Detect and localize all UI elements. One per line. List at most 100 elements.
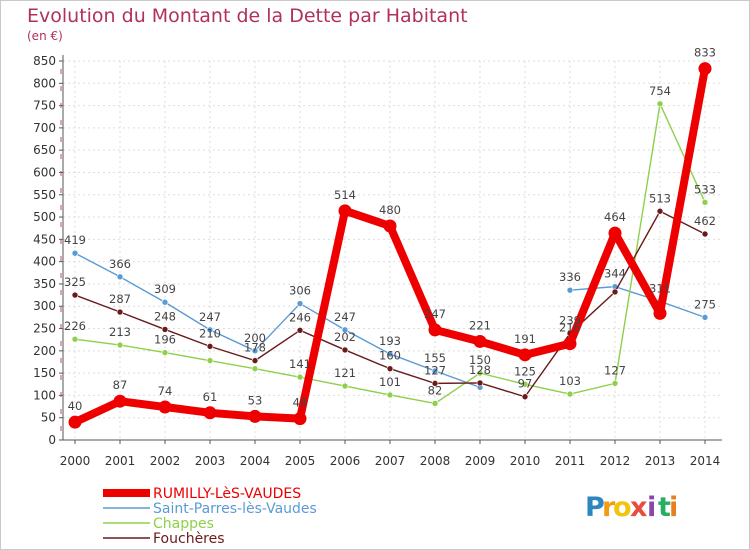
series-chappes: [71, 100, 709, 407]
y-tick-label: 0: [48, 433, 56, 447]
data-label: 514: [334, 188, 356, 202]
y-tick-label: 800: [33, 76, 56, 90]
logo-letter: x: [630, 492, 647, 523]
data-label: 325: [64, 275, 86, 289]
data-point: [521, 393, 529, 401]
data-label: 239: [559, 313, 581, 327]
x-tick-label: 2006: [330, 454, 361, 468]
data-label: 336: [559, 270, 581, 284]
y-tick-label: 300: [33, 299, 56, 313]
y-tick-label: 350: [33, 277, 56, 291]
legend-item: Chappes: [103, 516, 214, 532]
data-point: [341, 346, 349, 354]
data-point: [698, 62, 712, 76]
x-tick-label: 2014: [690, 454, 721, 468]
data-point: [161, 298, 169, 306]
data-point: [296, 300, 304, 307]
data-point: [611, 380, 619, 387]
legend-item: Saint-Parres-lès-Vaudes: [103, 501, 317, 517]
data-point: [68, 415, 82, 429]
data-label: 127: [604, 363, 626, 377]
data-point: [431, 400, 439, 407]
data-label: 480: [379, 203, 401, 217]
data-label: 366: [109, 257, 131, 271]
data-point: [341, 382, 349, 390]
data-point: [251, 365, 259, 372]
data-label: 226: [64, 319, 86, 333]
y-tick-label: 450: [33, 232, 56, 246]
data-label: 311: [649, 281, 671, 295]
data-label: 87: [113, 378, 128, 392]
data-label: 202: [334, 330, 356, 344]
legend-item: RUMILLY-LèS-VAUDES: [103, 486, 301, 502]
data-label: 833: [694, 46, 716, 60]
y-tick-label: 650: [33, 143, 56, 157]
data-label: 150: [469, 353, 491, 367]
data-label: 155: [424, 351, 446, 365]
data-point: [386, 391, 394, 399]
data-point: [473, 334, 487, 348]
data-point: [296, 373, 304, 381]
legend-label: Fouchères: [153, 531, 225, 547]
data-point: [161, 349, 169, 356]
data-point: [521, 380, 529, 388]
data-point: [383, 219, 397, 233]
data-point: [476, 379, 484, 387]
data-point: [611, 288, 619, 296]
data-label: 246: [289, 310, 311, 324]
y-tick-label: 500: [33, 210, 56, 224]
data-point: [386, 365, 394, 372]
logo-letter: t: [658, 492, 671, 523]
data-label: 191: [514, 332, 536, 346]
data-label: 103: [559, 374, 581, 388]
data-label: 248: [154, 309, 176, 323]
y-tick-label: 750: [33, 99, 56, 113]
data-point: [701, 199, 709, 206]
x-tick-label: 2001: [105, 454, 136, 468]
data-label: 160: [379, 349, 401, 363]
x-tick-label: 2012: [600, 454, 631, 468]
data-point: [251, 347, 259, 355]
data-label: 193: [379, 334, 401, 348]
y-tick-label: 700: [33, 121, 56, 135]
data-point: [206, 326, 214, 334]
logo-letter: r: [602, 492, 616, 523]
x-tick-label: 2000: [60, 454, 91, 468]
data-label: 125: [514, 364, 536, 378]
data-label: 247: [334, 310, 356, 324]
x-tick-label: 2004: [240, 454, 271, 468]
y-tick-label: 100: [33, 388, 56, 402]
data-label: 141: [289, 357, 311, 371]
data-label: 74: [158, 384, 173, 398]
data-point: [116, 341, 124, 349]
data-label: 128: [469, 363, 491, 377]
data-label: 462: [694, 214, 716, 228]
data-label: 61: [203, 390, 218, 404]
y-tick-label: 600: [33, 165, 56, 179]
data-point: [431, 380, 439, 387]
y-tick-label: 150: [33, 366, 56, 380]
x-tick-label: 2011: [555, 454, 586, 468]
data-label: 196: [154, 333, 176, 347]
data-label: 754: [649, 84, 671, 98]
data-label: 127: [424, 363, 446, 377]
data-label: 210: [199, 326, 221, 340]
data-point: [431, 367, 439, 375]
data-point: [701, 314, 709, 321]
data-label: 533: [694, 182, 716, 196]
data-label: 419: [64, 233, 86, 247]
data-label: 213: [109, 325, 131, 339]
data-point: [206, 357, 214, 364]
series-group: [68, 62, 712, 429]
axes: 0 50 100 150 200 250 300 350 400 450 500 550 600 650 7…: [33, 54, 722, 468]
data-label: 101: [379, 375, 401, 389]
x-tick-label: 2003: [195, 454, 226, 468]
data-label: 40: [68, 399, 83, 413]
unit-label: (en €): [27, 29, 63, 43]
data-label: 221: [469, 318, 491, 332]
series-saint-parres-l-s-vaudes: [71, 249, 709, 391]
legend: RUMILLY-LèS-VAUDESSaint-Parres-lès-Vaude…: [103, 486, 317, 547]
data-label: 344: [604, 267, 626, 281]
x-tick-label: 2009: [465, 454, 496, 468]
data-point: [563, 337, 577, 351]
